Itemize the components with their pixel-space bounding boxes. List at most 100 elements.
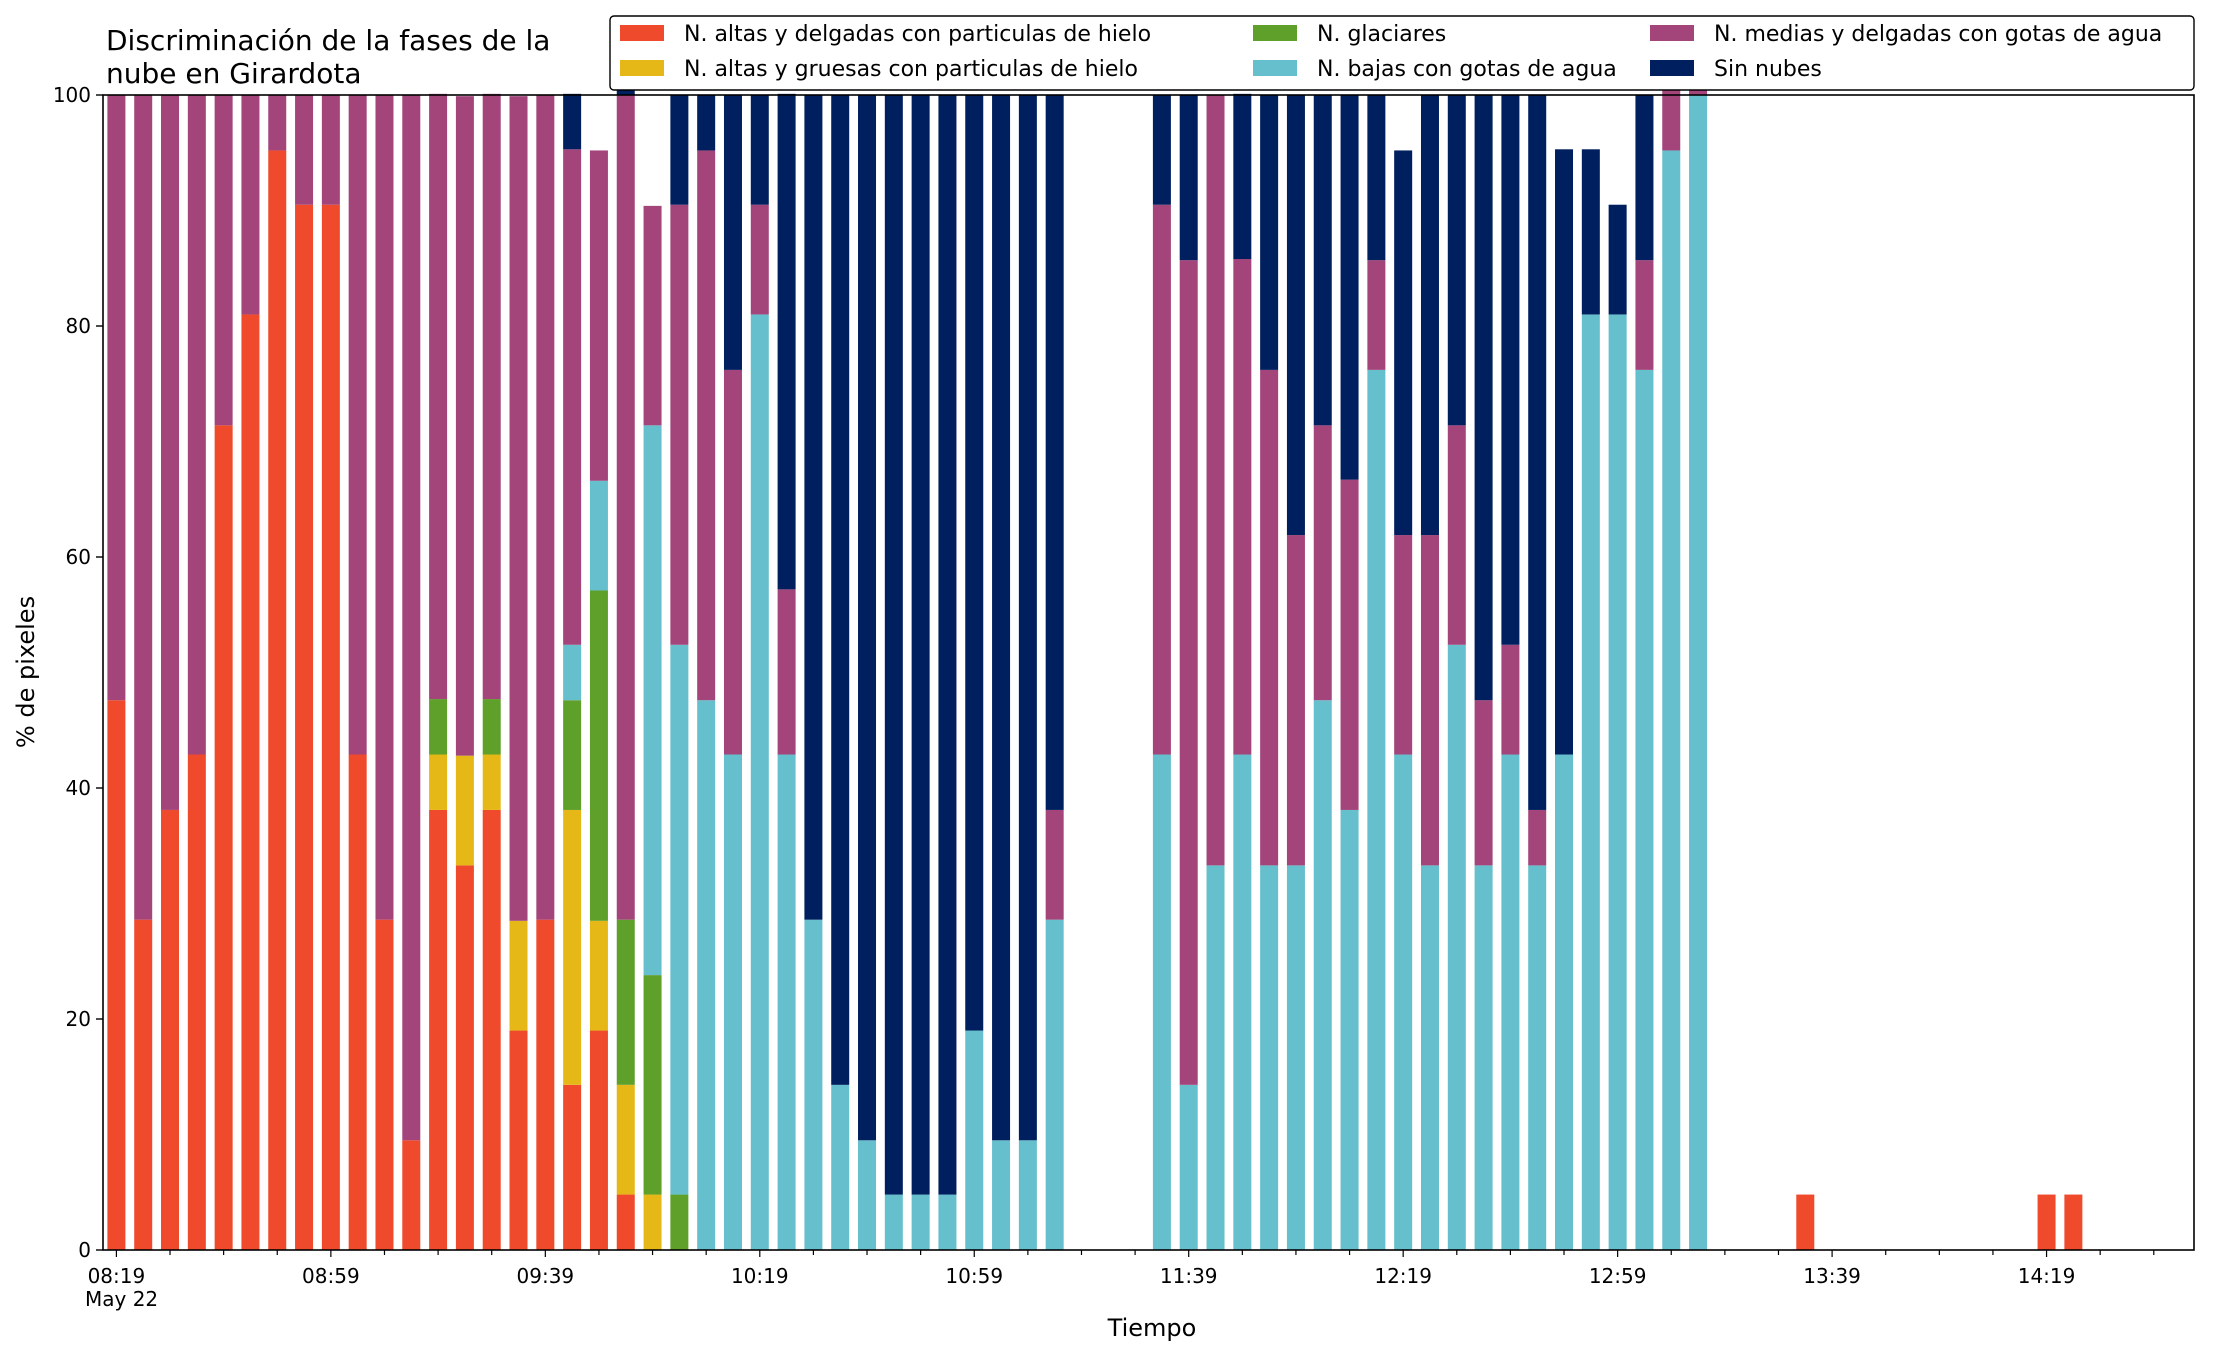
bar-segment-5-44 — [1286, 95, 1305, 536]
bar-segment-5-56 — [1608, 204, 1627, 315]
bar-segment-0-3 — [187, 754, 206, 1250]
bar-segment-3-48 — [1394, 754, 1413, 1250]
bar-segment-0-15 — [509, 1030, 528, 1250]
bar-segment-3-55 — [1581, 314, 1600, 1250]
bar-segment-3-50 — [1447, 644, 1466, 1250]
y-tick-label: 100 — [53, 83, 91, 107]
bar-segment-0-13 — [455, 865, 474, 1250]
bar-segment-5-34 — [1018, 95, 1037, 1141]
bar-segment-4-43 — [1260, 369, 1279, 866]
bar-segment-4-25 — [777, 589, 796, 755]
y-axis-title: % de pixeles — [12, 596, 40, 748]
bar-segment-1-15 — [509, 920, 528, 1031]
bar-segment-5-22 — [697, 95, 716, 151]
bar-segment-4-39 — [1152, 204, 1171, 755]
bar-segment-5-33 — [992, 95, 1011, 1141]
bar-segment-3-26 — [804, 919, 823, 1250]
bar-segment-3-30 — [911, 1194, 930, 1250]
bar-segment-4-17 — [563, 149, 582, 645]
bar-segment-4-10 — [375, 95, 394, 920]
bar-segment-4-14 — [482, 93, 501, 700]
x-tick-label: 10:59 — [945, 1264, 1003, 1288]
x-tick-label: 09:39 — [517, 1264, 575, 1288]
legend-swatch — [1253, 60, 1297, 76]
bar-segment-5-17 — [563, 93, 582, 150]
bar-segment-4-0 — [107, 95, 126, 701]
x-tick-label: 13:39 — [1803, 1264, 1861, 1288]
bar-segment-3-21 — [670, 644, 689, 1195]
bar-segment-5-26 — [804, 95, 823, 920]
x-tick-label: 08:59 — [302, 1264, 360, 1288]
bar-segment-3-35 — [1045, 919, 1064, 1250]
legend-label: N. medias y delgadas con gotas de agua — [1714, 22, 2162, 47]
bar-segment-3-31 — [938, 1194, 957, 1250]
bar-segment-3-51 — [1474, 865, 1493, 1250]
bar-segment-4-4 — [214, 95, 233, 426]
legend-label: Sin nubes — [1714, 57, 1822, 82]
legend-swatch — [620, 25, 664, 41]
bar-segment-5-30 — [911, 95, 930, 1195]
bar-segment-4-53 — [1528, 809, 1547, 866]
bar-segment-3-22 — [697, 700, 716, 1250]
bar-segment-5-54 — [1555, 149, 1574, 755]
bar-segment-5-40 — [1179, 95, 1198, 261]
bar-segment-4-11 — [402, 95, 421, 1141]
bar-segment-3-17 — [563, 644, 582, 701]
bar-segment-4-44 — [1286, 535, 1305, 866]
bar-segment-4-49 — [1420, 535, 1439, 866]
bar-segment-0-11 — [402, 1140, 421, 1250]
bar-segment-5-21 — [670, 95, 689, 205]
y-tick-label: 60 — [66, 545, 91, 569]
bar-segment-2-17 — [563, 700, 582, 810]
bar-segment-0-63 — [1796, 1194, 1815, 1250]
bar-segment-0-19 — [616, 1194, 635, 1250]
bar-segment-4-22 — [697, 150, 716, 701]
bar-segment-4-35 — [1045, 809, 1064, 920]
bar-segment-3-46 — [1340, 809, 1359, 1250]
bar-segment-3-34 — [1018, 1140, 1037, 1250]
bar-segment-4-6 — [268, 95, 287, 151]
bar-segment-1-17 — [563, 809, 582, 1085]
bar-segment-3-39 — [1152, 754, 1171, 1250]
bar-segment-5-24 — [750, 95, 769, 205]
bar-segment-4-18 — [589, 150, 608, 481]
bar-segment-4-46 — [1340, 479, 1359, 810]
bar-segment-3-52 — [1501, 754, 1520, 1250]
bar-segment-0-1 — [134, 919, 153, 1250]
bar-segment-4-40 — [1179, 260, 1198, 1085]
bar-segment-5-27 — [831, 95, 850, 1085]
bar-segment-0-6 — [268, 150, 287, 1251]
bars-layer — [107, 39, 2083, 1251]
bar-segment-4-21 — [670, 204, 689, 645]
y-tick-label: 0 — [78, 1238, 91, 1262]
bar-segment-4-45 — [1313, 425, 1332, 701]
bar-segment-4-8 — [321, 95, 340, 205]
bar-segment-2-12 — [429, 699, 448, 755]
legend-label: N. altas y gruesas con particulas de hie… — [684, 57, 1138, 82]
bar-segment-5-53 — [1528, 95, 1547, 810]
bar-segment-3-33 — [992, 1140, 1011, 1250]
bar-segment-4-2 — [161, 95, 180, 810]
bar-segment-5-31 — [938, 95, 957, 1195]
x-axis-title: Tiempo — [1107, 1314, 1197, 1342]
bar-segment-4-42 — [1233, 259, 1252, 755]
bar-segment-3-41 — [1206, 865, 1225, 1250]
bar-segment-4-9 — [348, 95, 367, 755]
legend: N. altas y delgadas con particulas de hi… — [609, 15, 2195, 91]
bar-segment-1-14 — [482, 754, 501, 810]
bar-segment-0-72 — [2037, 1194, 2056, 1250]
legend-swatch — [1650, 25, 1694, 41]
x-tick-label: 12:59 — [1589, 1264, 1647, 1288]
x-tick-label: 10:19 — [731, 1264, 789, 1288]
legend-label: N. bajas con gotas de agua — [1317, 57, 1617, 82]
legend-label: N. altas y delgadas con particulas de hi… — [684, 22, 1151, 47]
bar-segment-0-10 — [375, 919, 394, 1250]
bar-segment-5-50 — [1447, 95, 1466, 426]
bar-segment-2-19 — [616, 919, 635, 1085]
bar-segment-3-32 — [965, 1030, 984, 1250]
bar-segment-4-19 — [616, 95, 635, 920]
bar-segment-0-9 — [348, 754, 367, 1250]
bar-segment-4-50 — [1447, 425, 1466, 645]
bar-segment-3-28 — [858, 1140, 877, 1250]
